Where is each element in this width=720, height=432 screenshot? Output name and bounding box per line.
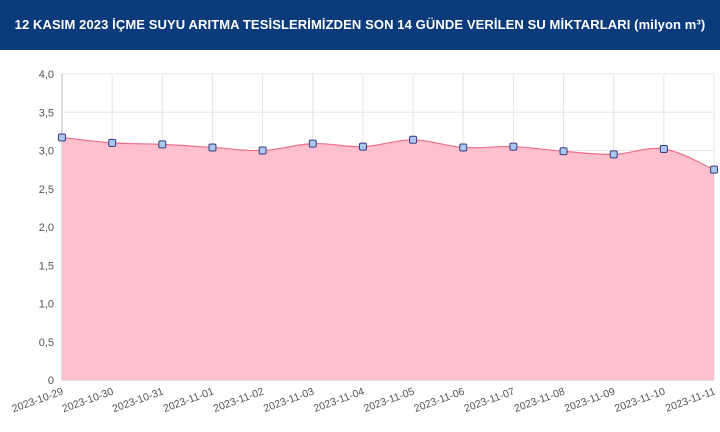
x-tick-label: 2023-11-06 [412,385,466,414]
series-area-fill [62,137,714,380]
data-point[interactable] [308,139,317,148]
x-tick-label: 2023-11-01 [162,385,216,414]
x-tick-label: 2023-10-29 [10,385,65,415]
data-point[interactable] [409,135,418,144]
x-tick-label: 2023-11-05 [362,385,416,414]
data-point[interactable] [58,133,66,142]
series-line [61,136,715,171]
series-area [61,136,715,380]
data-point[interactable] [459,143,468,152]
y-tick-label: 2,5 [39,184,54,196]
y-tick-label: 3,5 [39,107,54,119]
x-axis: 2023-10-292023-10-302023-10-312023-11-01… [10,385,717,415]
x-tick-label: 2023-11-02 [212,385,266,414]
data-point[interactable] [358,142,367,151]
data-point[interactable] [108,138,117,147]
line-area-chart: 00,51,01,52,02,53,03,54,0 2023-10-292023… [10,69,718,415]
page-title: 12 KASIM 2023 İÇME SUYU ARITMA TESİSLERİ… [14,17,706,32]
x-tick-label: 2023-11-07 [463,385,517,414]
x-tick-label: 2023-11-10 [613,385,667,414]
x-tick-label: 2023-11-08 [513,385,567,414]
data-point[interactable] [609,150,618,159]
y-axis: 0 0,5 1,0 1,5 2,0 2,5 3,0 3,5 4,0 [39,69,54,387]
title-bar: 12 KASIM 2023 İÇME SUYU ARITMA TESİSLERİ… [0,0,720,50]
y-tick-label: 0,5 [39,337,54,349]
data-point[interactable] [158,140,167,149]
y-tick-label: 0 [48,375,54,387]
x-tick-label: 2023-11-04 [312,385,366,414]
chart-container: 0 0,5 1,0 1,5 2,0 2,5 3,0 3,5 4,0 2023-10-29 2023… [0,50,720,427]
y-tick-label: 1,5 [39,260,54,272]
data-point[interactable] [710,165,718,174]
data-point[interactable] [509,142,518,151]
data-point[interactable] [659,144,668,153]
data-point[interactable] [559,147,568,156]
x-tick-label: 2023-11-09 [563,385,617,414]
x-tick-label: 2023-11-11 [664,385,717,414]
x-tick-label: 2023-10-30 [61,385,116,415]
data-point[interactable] [258,146,267,155]
y-tick-label: 2,0 [39,222,54,234]
series-markers [58,133,718,174]
x-tick-label: 2023-10-31 [111,385,166,415]
y-tick-label: 3,0 [39,146,54,158]
data-point[interactable] [208,143,217,152]
y-tick-label: 4,0 [39,69,54,81]
x-tick-label: 2023-11-03 [262,385,316,414]
y-tick-label: 1,0 [39,299,54,311]
